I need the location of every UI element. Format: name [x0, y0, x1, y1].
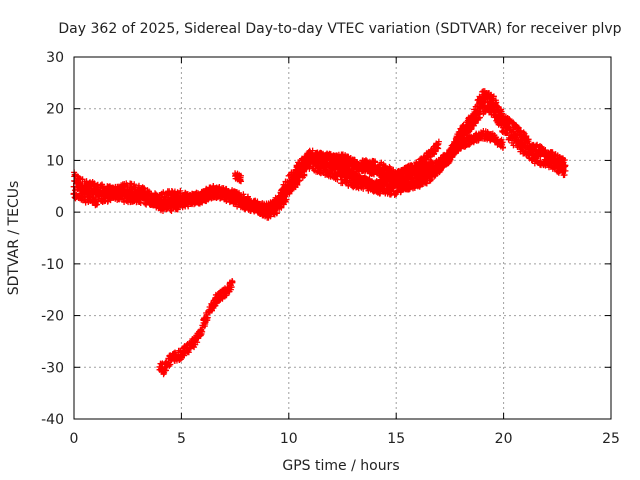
y-tick-label: 0 [55, 205, 64, 221]
data-point [525, 138, 532, 145]
data-point [561, 156, 568, 163]
data-point [381, 162, 388, 169]
x-tick-label: 10 [280, 431, 298, 447]
data-point [435, 145, 442, 152]
y-tick-label: -10 [41, 257, 64, 273]
data-point [159, 360, 166, 367]
data-point [204, 314, 211, 321]
data-point [504, 130, 511, 137]
grid-lines [74, 57, 611, 419]
data-point [301, 167, 308, 174]
y-tick-label: 20 [46, 102, 64, 118]
data-point [370, 171, 377, 178]
data-point [432, 148, 439, 155]
data-point [518, 137, 525, 144]
data-point [510, 119, 517, 126]
data-point [202, 321, 209, 328]
chart-title: Day 362 of 2025, Sidereal Day-to-day VTE… [58, 21, 621, 37]
y-axis-label: SDTVAR / TECUs [6, 181, 22, 296]
series-segment-e [232, 170, 245, 185]
data-point [517, 128, 524, 135]
data-point [275, 202, 282, 209]
data-point [562, 167, 569, 174]
y-tick-label: 10 [46, 153, 64, 169]
data-point [495, 111, 502, 118]
data-point [498, 139, 505, 146]
data-point [76, 175, 83, 182]
data-point [499, 139, 506, 146]
data-point [475, 115, 482, 122]
data-point [168, 207, 175, 214]
data-point [561, 171, 568, 178]
data-point [267, 209, 274, 216]
plot-data [70, 88, 569, 378]
data-point [387, 165, 394, 172]
x-tick-label: 0 [70, 431, 79, 447]
data-point [476, 114, 483, 121]
data-point [160, 371, 167, 378]
data-point [498, 106, 505, 113]
data-point [240, 191, 247, 198]
data-point [188, 200, 195, 207]
data-point [557, 159, 564, 166]
data-point [278, 204, 285, 211]
y-tick-label: 30 [46, 50, 64, 66]
data-point [203, 198, 210, 205]
data-point [283, 196, 290, 203]
series-track-d [263, 138, 442, 218]
data-point [185, 203, 192, 210]
data-point [228, 196, 235, 203]
data-point [229, 279, 236, 286]
data-point [507, 126, 514, 133]
axis-ticks: 0 5 10 15 20 25 -40 -30 -20 -10 0 10 20 30 [41, 50, 620, 447]
data-point [189, 201, 196, 208]
data-point [177, 187, 184, 194]
data-point [236, 189, 242, 196]
data-point [512, 134, 519, 141]
data-point [194, 339, 201, 346]
data-point [94, 201, 101, 208]
x-tick-label: 25 [602, 431, 620, 447]
data-point [219, 295, 226, 302]
plot-frame [73, 56, 612, 420]
data-point [399, 177, 406, 184]
data-point [82, 199, 89, 206]
y-tick-label: -20 [41, 309, 64, 325]
data-point [489, 101, 496, 108]
data-point [472, 120, 479, 127]
data-point [71, 187, 78, 194]
data-point [167, 361, 174, 368]
x-tick-label: 5 [177, 431, 186, 447]
data-point [204, 317, 211, 324]
data-point [244, 194, 251, 201]
y-tick-label: -40 [41, 412, 64, 428]
data-point [287, 184, 294, 191]
data-point [238, 178, 245, 185]
data-point [292, 177, 299, 184]
data-point [499, 144, 506, 151]
data-point [273, 209, 280, 216]
data-point [284, 188, 291, 195]
data-point [172, 196, 179, 203]
data-point [561, 162, 568, 169]
data-point [160, 189, 167, 196]
data-point [237, 172, 244, 179]
y-tick-label: -30 [41, 360, 64, 376]
data-point [490, 93, 497, 100]
data-point [538, 143, 545, 150]
x-tick-label: 15 [387, 431, 405, 447]
x-axis-label: GPS time / hours [282, 458, 399, 474]
data-point [198, 327, 205, 334]
data-point [493, 99, 500, 106]
data-point [549, 149, 556, 156]
data-point [199, 328, 206, 335]
x-tick-label: 20 [495, 431, 513, 447]
series-segment-f [156, 277, 236, 378]
data-point [529, 147, 536, 154]
data-point [496, 114, 503, 121]
